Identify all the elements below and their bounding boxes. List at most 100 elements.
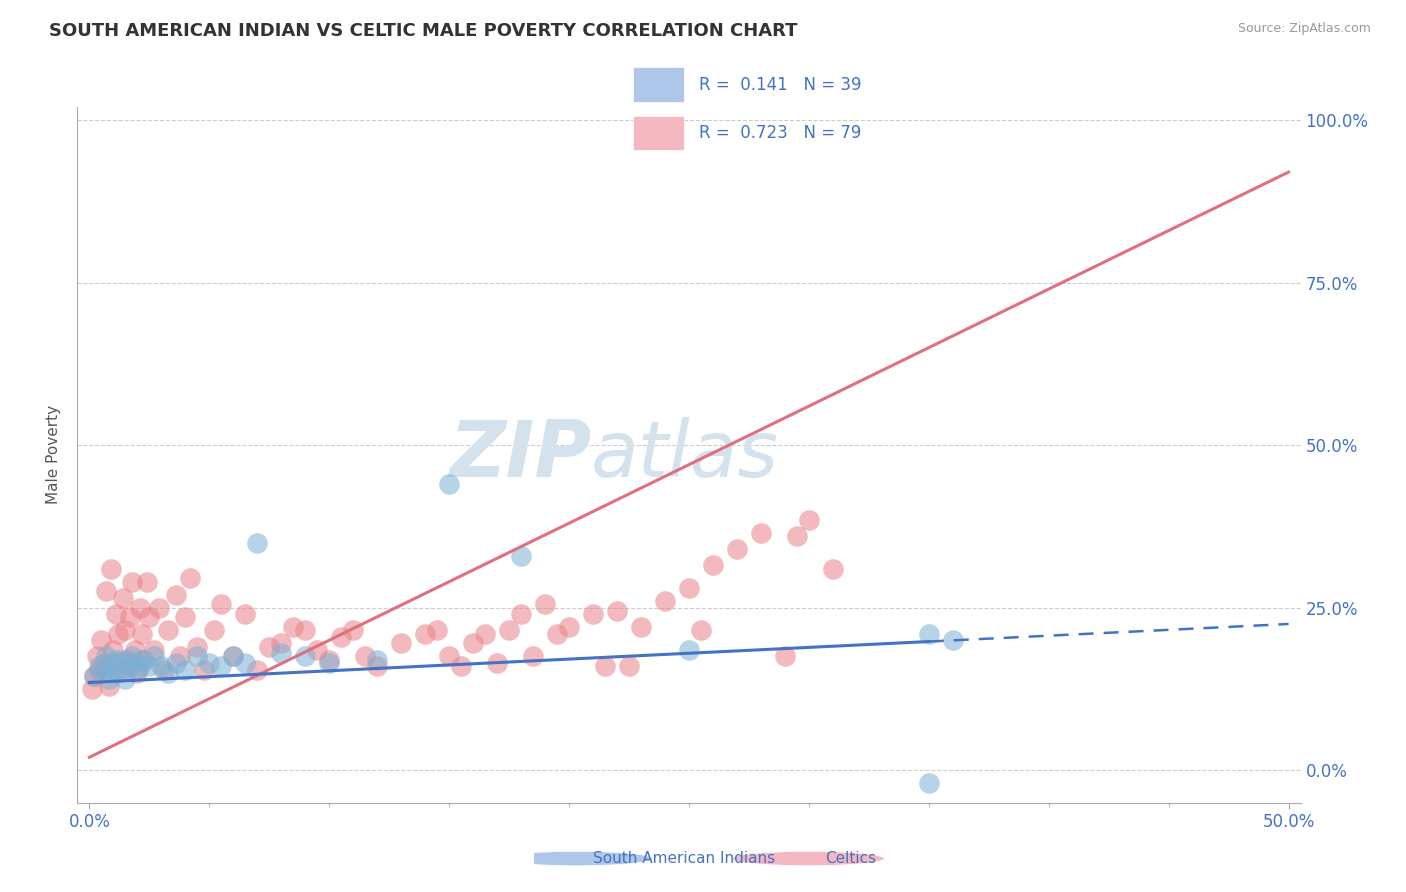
Point: [283, 620, 305, 634]
Point: [690, 624, 713, 638]
Point: [97, 679, 120, 693]
Point: [209, 659, 232, 673]
Point: [110, 663, 132, 677]
Point: [193, 663, 215, 677]
Point: [678, 643, 700, 657]
Point: [83, 669, 105, 683]
Point: [233, 656, 256, 670]
Point: [233, 607, 256, 622]
Point: [134, 653, 156, 667]
Point: [330, 630, 353, 644]
Point: [546, 626, 568, 640]
Point: [389, 636, 412, 650]
Point: [138, 659, 160, 673]
Point: [83, 669, 105, 683]
Point: [307, 643, 329, 657]
Point: [786, 529, 808, 543]
Text: SOUTH AMERICAN INDIAN VS CELTIC MALE POVERTY CORRELATION CHART: SOUTH AMERICAN INDIAN VS CELTIC MALE POV…: [49, 22, 797, 40]
Point: [97, 672, 120, 686]
Point: [270, 646, 292, 660]
Point: [127, 663, 149, 677]
Text: Source: ZipAtlas.com: Source: ZipAtlas.com: [1237, 22, 1371, 36]
Point: [342, 624, 364, 638]
Point: [450, 659, 472, 673]
Point: [107, 665, 129, 680]
Point: [143, 643, 166, 657]
Point: [143, 649, 166, 664]
Point: [127, 665, 149, 680]
Point: [169, 649, 191, 664]
Point: [294, 624, 316, 638]
Point: [654, 594, 676, 608]
Point: [114, 624, 136, 638]
Point: [152, 663, 174, 677]
Point: [174, 610, 197, 624]
Point: [413, 626, 436, 640]
Point: [797, 513, 820, 527]
Point: [593, 659, 616, 673]
Point: [94, 584, 117, 599]
Point: [93, 663, 115, 677]
Point: [318, 656, 340, 670]
Point: [165, 588, 187, 602]
Point: [725, 542, 748, 557]
Point: [100, 562, 122, 576]
Point: [86, 649, 108, 664]
Point: [354, 649, 377, 664]
Point: [534, 598, 557, 612]
Point: [222, 649, 245, 664]
Point: [630, 620, 652, 634]
Point: [437, 649, 460, 664]
Point: [94, 649, 117, 664]
Point: [121, 649, 143, 664]
Circle shape: [501, 851, 652, 866]
Point: [198, 656, 221, 670]
Point: [87, 659, 110, 673]
Point: [117, 653, 139, 667]
Bar: [633, 116, 685, 150]
Point: [111, 591, 134, 605]
Point: [773, 649, 796, 664]
Point: [246, 535, 269, 549]
Point: [87, 663, 110, 677]
Point: [678, 581, 700, 595]
Point: [486, 656, 509, 670]
Point: [131, 626, 153, 640]
Point: [179, 572, 201, 586]
Point: [270, 636, 292, 650]
Point: [426, 624, 449, 638]
Point: [461, 636, 484, 650]
Point: [186, 640, 208, 654]
Point: [606, 604, 628, 618]
Point: [174, 663, 197, 677]
Point: [294, 649, 316, 664]
Point: [918, 626, 941, 640]
Point: [749, 525, 772, 540]
Point: [90, 633, 112, 648]
Point: [617, 659, 640, 673]
Text: R =  0.723   N = 79: R = 0.723 N = 79: [699, 124, 862, 142]
Point: [582, 607, 605, 622]
Point: [821, 562, 844, 576]
Point: [135, 574, 157, 589]
Point: [157, 624, 180, 638]
Point: [124, 643, 146, 657]
Point: [103, 663, 125, 677]
Point: [107, 626, 129, 640]
Point: [128, 659, 150, 673]
Point: [918, 776, 941, 790]
Point: [121, 574, 143, 589]
Point: [942, 633, 965, 648]
Point: [80, 681, 103, 696]
Point: [474, 626, 496, 640]
Text: R =  0.141   N = 39: R = 0.141 N = 39: [699, 76, 862, 94]
Bar: [633, 68, 685, 102]
Point: [702, 558, 724, 573]
Text: Celtics: Celtics: [825, 851, 876, 866]
Point: [104, 653, 127, 667]
Point: [366, 653, 388, 667]
Text: atlas: atlas: [591, 417, 779, 493]
Point: [522, 649, 544, 664]
Point: [318, 653, 340, 667]
Y-axis label: Male Poverty: Male Poverty: [46, 405, 62, 505]
